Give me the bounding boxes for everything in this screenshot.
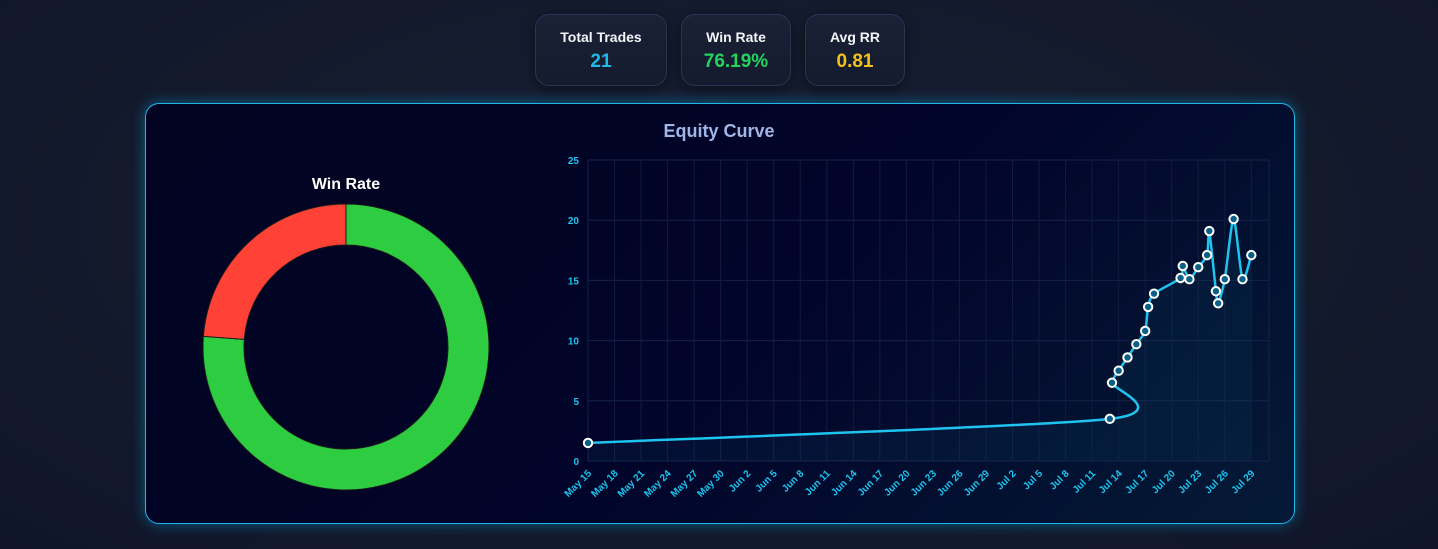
x-tick-label: Jul 8 (1048, 468, 1072, 492)
equity-data-point (1219, 274, 1230, 285)
equity-data-point (1104, 413, 1116, 425)
x-tick-label: May 24 (642, 468, 674, 500)
stat-label: Win Rate (706, 29, 766, 45)
x-tick-label: Jun 29 (962, 468, 992, 498)
x-tick-label: May 27 (669, 468, 701, 500)
stat-label: Total Trades (560, 29, 642, 45)
donut-title: Win Rate (312, 176, 380, 193)
equity-curve-title: Equity Curve (663, 121, 774, 141)
x-tick-label: Jul 11 (1071, 468, 1099, 496)
stat-card-avg-rr: Avg RR 0.81 (805, 14, 905, 86)
y-tick-label: 10 (568, 337, 580, 348)
x-tick-label: Jul 26 (1203, 468, 1231, 496)
equity-data-point (1106, 377, 1118, 388)
equity-data-point (1193, 261, 1204, 273)
x-tick-label: May 15 (563, 468, 595, 500)
win-rate-donut-chart: Win Rate (202, 176, 490, 491)
equity-data-point (582, 437, 594, 449)
stat-value: 0.81 (836, 51, 874, 72)
stat-card-total-trades: Total Trades 21 (535, 14, 667, 86)
equity-data-point (1175, 272, 1186, 284)
equity-data-point (1212, 298, 1224, 309)
equity-data-point (1228, 213, 1239, 225)
equity-data-point (1237, 274, 1248, 285)
x-tick-label: Jun 17 (856, 468, 886, 498)
equity-data-point (1122, 352, 1133, 363)
equity-data-point (1148, 288, 1160, 299)
x-tick-label: Jul 20 (1150, 468, 1178, 496)
donut-slice-wins (202, 203, 490, 491)
equity-area-fill (588, 219, 1252, 461)
x-tick-label: Jun 5 (754, 468, 781, 495)
x-tick-label: May 18 (589, 468, 621, 500)
equity-data-point (1210, 286, 1222, 297)
equity-data-point (1246, 249, 1257, 261)
equity-data-point (1204, 225, 1215, 237)
x-tick-label: May 21 (616, 468, 648, 500)
equity-data-point (1113, 365, 1124, 376)
x-tick-label: Jun 20 (882, 468, 912, 498)
x-tick-label: Jul 23 (1177, 468, 1205, 496)
equity-data-point (1142, 301, 1154, 313)
x-tick-label: Jul 17 (1123, 468, 1151, 496)
donut-slice-losses (202, 203, 347, 340)
stat-value: 76.19% (703, 51, 769, 72)
x-tick-label: Jun 23 (909, 468, 939, 498)
y-tick-label: 5 (573, 397, 579, 408)
y-tick-label: 20 (568, 216, 580, 227)
charts-panel: Win Rate Equity Curve 0 5 10 15 20 25 May 15 M… (145, 103, 1295, 524)
equity-data-point (1177, 260, 1188, 272)
y-tick-label: 0 (573, 457, 579, 468)
equity-data-point (1131, 339, 1142, 350)
equity-data-point (1139, 325, 1151, 337)
stat-label: Avg RR (829, 29, 881, 45)
x-tick-label: Jul 14 (1097, 468, 1125, 496)
equity-data-point (1201, 249, 1213, 261)
y-tick-label: 25 (568, 156, 580, 167)
stat-card-win-rate: Win Rate 76.19% (681, 14, 791, 86)
equity-data-point (1184, 274, 1195, 285)
x-tick-label: Jun 26 (935, 468, 965, 498)
stat-value: 21 (590, 51, 612, 72)
x-tick-label: May 30 (695, 468, 727, 500)
x-tick-label: Jul 2 (995, 468, 1019, 492)
y-tick-label: 15 (568, 276, 580, 287)
x-tick-label: Jun 11 (803, 468, 833, 498)
x-tick-label: Jun 14 (829, 468, 859, 498)
stats-bar: Total Trades 21 Win Rate 76.19% Avg RR 0… (0, 14, 1438, 88)
x-tick-label: Jun 2 (727, 468, 754, 495)
x-tick-label: Jul 29 (1230, 468, 1258, 496)
x-tick-label: Jul 5 (1021, 468, 1045, 492)
